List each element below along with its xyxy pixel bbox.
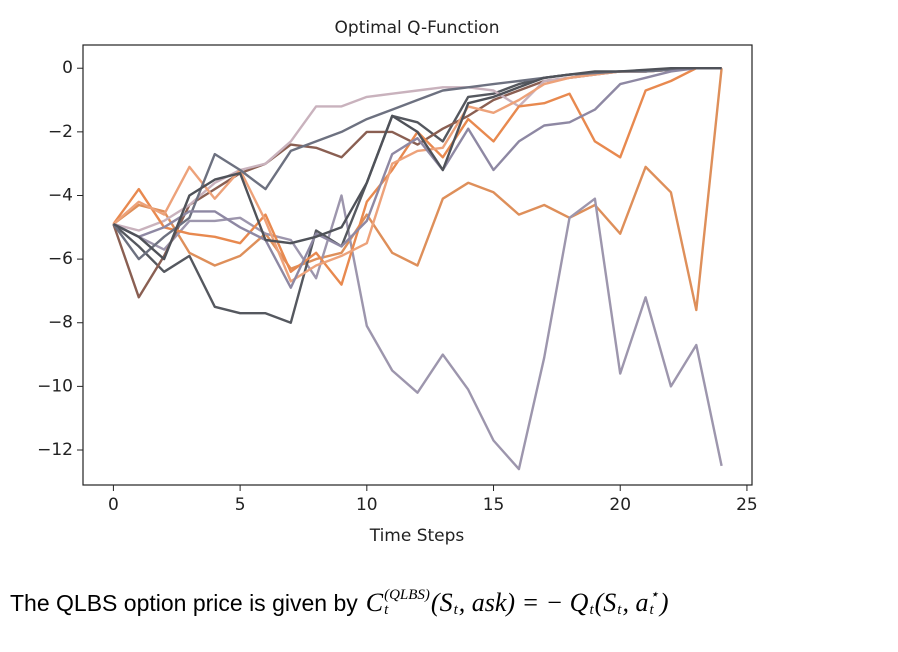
x-tick-label: 0 bbox=[108, 495, 119, 515]
caption-text: The QLBS option price is given by bbox=[10, 589, 358, 616]
formula-sup: ⋆ bbox=[649, 587, 659, 603]
series-line bbox=[112, 67, 722, 261]
formula-text: ) bbox=[659, 588, 669, 617]
y-tick-label: −10 bbox=[37, 376, 73, 396]
formula-sub: t bbox=[384, 602, 389, 618]
formula: C (QLBS) t (S t, ask) = − Q t (S t, a ⋆ t) bbox=[366, 588, 669, 618]
formula-text: , a bbox=[622, 588, 649, 617]
formula-text: (S bbox=[430, 588, 453, 617]
formula-script: (QLBS) t bbox=[384, 588, 430, 618]
formula-text: C bbox=[365, 588, 384, 617]
x-tick-label: 25 bbox=[736, 495, 758, 515]
series-line bbox=[112, 68, 723, 312]
formula-sup bbox=[617, 588, 621, 603]
formula-script: t bbox=[589, 588, 593, 618]
series-line bbox=[112, 67, 722, 261]
formula-sub: t bbox=[617, 602, 622, 618]
y-tick-label: −4 bbox=[48, 185, 73, 205]
y-tick-label: −8 bbox=[48, 313, 73, 333]
x-tick-label: 15 bbox=[483, 495, 505, 515]
x-tick-label: 10 bbox=[356, 495, 378, 515]
formula-sup bbox=[589, 588, 593, 603]
formula-sup bbox=[454, 588, 458, 603]
x-axis-label: Time Steps bbox=[369, 526, 465, 546]
formula-sub: t bbox=[589, 602, 594, 618]
y-tick-label: −2 bbox=[48, 122, 73, 142]
chart-title: Optimal Q-Function bbox=[335, 18, 500, 38]
series-line bbox=[112, 194, 723, 471]
formula-sup: (QLBS) bbox=[384, 587, 430, 603]
y-tick-label: −12 bbox=[37, 440, 73, 460]
formula-script: ⋆ t bbox=[649, 588, 658, 618]
plot-frame bbox=[82, 44, 753, 486]
formula-script: t bbox=[617, 588, 621, 618]
y-tick-label: 0 bbox=[62, 58, 73, 78]
y-tick-label: −6 bbox=[48, 249, 73, 269]
formula-text: (S bbox=[594, 588, 617, 617]
caption: The QLBS option price is given by C (QLBS… bbox=[10, 588, 669, 618]
formula-sub: t bbox=[649, 602, 654, 618]
x-tick-label: 20 bbox=[609, 495, 631, 515]
x-tick-label: 5 bbox=[235, 495, 246, 515]
formula-script: t bbox=[454, 588, 458, 618]
chart: Optimal Q-Function Time Steps −12 −10 −8 −6… bbox=[37, 18, 758, 546]
series-line bbox=[112, 67, 722, 289]
formula-sub: t bbox=[453, 602, 458, 618]
formula-text: , ask) = − Q bbox=[458, 588, 589, 617]
